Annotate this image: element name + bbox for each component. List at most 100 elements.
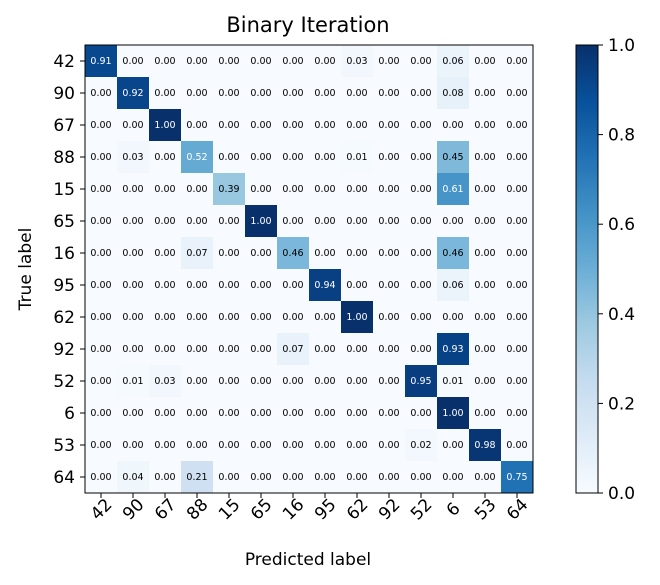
cell-value-label: 0.00 <box>90 184 111 195</box>
x-tick-label: 64 <box>503 495 532 524</box>
cell-value-label: 0.00 <box>154 312 175 323</box>
heatmap-cell <box>245 333 278 366</box>
heatmap-cell <box>149 173 182 206</box>
heatmap-cell <box>213 301 246 334</box>
cell-value-label: 0.00 <box>410 56 431 67</box>
cell-value-label: 0.00 <box>250 56 271 67</box>
cell-value-label: 0.93 <box>442 344 463 355</box>
cell-value-label: 0.00 <box>506 248 527 259</box>
heatmap-cell <box>181 301 214 334</box>
cell-value-label: 0.00 <box>250 120 271 131</box>
y-tick-label: 52 <box>53 372 75 392</box>
heatmap-cell <box>341 333 374 366</box>
heatmap-cell <box>405 461 438 494</box>
heatmap-cell <box>213 173 246 206</box>
cell-value-label: 0.00 <box>90 344 111 355</box>
cell-value-label: 0.00 <box>250 312 271 323</box>
heatmap-cell <box>469 301 502 334</box>
heatmap-cell <box>405 429 438 462</box>
x-tick-label: 52 <box>407 495 436 524</box>
heatmap-cell <box>117 173 150 206</box>
colorbar-tick-label: 1.0 <box>608 36 635 56</box>
cell-value-label: 0.46 <box>282 248 303 259</box>
y-tick-label: 92 <box>53 340 75 360</box>
cell-value-label: 0.00 <box>474 472 495 483</box>
heatmap-cell <box>469 269 502 302</box>
cell-value-label: 0.00 <box>186 312 207 323</box>
heatmap-cell <box>437 45 470 78</box>
heatmap-cells: 0.91 0.00 0.00 0.00 0.00 0.00 0.00 0.00 0.03 0.00… <box>85 45 534 494</box>
heatmap-cell <box>341 173 374 206</box>
heatmap-cell <box>245 77 278 110</box>
cell-value-label: 0.00 <box>314 408 335 419</box>
cell-value-label: 0.00 <box>154 88 175 99</box>
heatmap-cell <box>277 109 310 142</box>
cell-value-label: 0.00 <box>410 88 431 99</box>
heatmap-cell <box>245 173 278 206</box>
heatmap-cell <box>245 109 278 142</box>
heatmap-cell <box>341 461 374 494</box>
x-tick-label: 88 <box>183 495 212 524</box>
heatmap-cell <box>501 77 534 110</box>
heatmap-cell <box>277 429 310 462</box>
cell-value-label: 0.00 <box>474 344 495 355</box>
cell-value-label: 0.00 <box>154 216 175 227</box>
heatmap-cell <box>117 333 150 366</box>
heatmap-cell <box>437 461 470 494</box>
heatmap-cell <box>117 205 150 238</box>
heatmap-cell <box>181 173 214 206</box>
heatmap-cell <box>405 301 438 334</box>
heatmap-cell <box>245 237 278 270</box>
cell-value-label: 0.00 <box>186 344 207 355</box>
cell-value-label: 0.00 <box>218 88 239 99</box>
heatmap-cell <box>181 45 214 78</box>
heatmap-cell <box>405 141 438 174</box>
cell-value-label: 0.01 <box>346 152 367 163</box>
heatmap-cell <box>309 461 342 494</box>
x-tick-label: 90 <box>119 495 148 524</box>
cell-value-label: 0.00 <box>154 440 175 451</box>
cell-value-label: 0.00 <box>378 376 399 387</box>
cell-value-label: 0.00 <box>506 120 527 131</box>
heatmap-cell <box>437 397 470 430</box>
cell-value-label: 0.00 <box>282 184 303 195</box>
heatmap-cell <box>373 461 406 494</box>
heatmap-cell <box>149 141 182 174</box>
cell-value-label: 0.00 <box>314 88 335 99</box>
cell-value-label: 0.00 <box>90 408 111 419</box>
cell-value-label: 0.94 <box>314 280 335 291</box>
cell-value-label: 0.61 <box>442 184 463 195</box>
heatmap-cell <box>117 45 150 78</box>
cell-value-label: 0.00 <box>346 472 367 483</box>
heatmap-cell <box>213 237 246 270</box>
heatmap-cell <box>245 429 278 462</box>
heatmap-cell <box>469 205 502 238</box>
heatmap-cell <box>501 109 534 142</box>
cell-value-label: 0.00 <box>442 312 463 323</box>
heatmap-cell <box>405 45 438 78</box>
x-tick-label: 95 <box>311 495 340 524</box>
cell-value-label: 0.00 <box>474 152 495 163</box>
heatmap-cell <box>405 397 438 430</box>
heatmap-cell <box>245 141 278 174</box>
cell-value-label: 0.00 <box>506 376 527 387</box>
heatmap-cell <box>309 205 342 238</box>
heatmap-cell <box>309 237 342 270</box>
cell-value-label: 0.00 <box>442 120 463 131</box>
heatmap-cell <box>341 237 374 270</box>
cell-value-label: 0.00 <box>282 152 303 163</box>
cell-value-label: 0.00 <box>506 88 527 99</box>
cell-value-label: 0.00 <box>442 440 463 451</box>
cell-value-label: 0.00 <box>90 248 111 259</box>
cell-value-label: 0.00 <box>90 152 111 163</box>
cell-value-label: 0.00 <box>378 440 399 451</box>
heatmap-cell <box>501 301 534 334</box>
cell-value-label: 0.00 <box>410 344 431 355</box>
y-tick-label: 15 <box>53 180 75 200</box>
heatmap-cell <box>309 173 342 206</box>
cell-value-label: 0.00 <box>218 152 239 163</box>
cell-value-label: 0.00 <box>346 184 367 195</box>
cell-value-label: 0.00 <box>506 344 527 355</box>
cell-value-label: 0.00 <box>154 56 175 67</box>
cell-value-label: 0.00 <box>90 216 111 227</box>
